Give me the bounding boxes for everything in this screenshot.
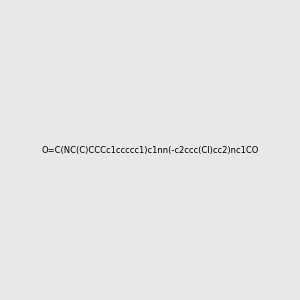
Text: O=C(NC(C)CCCc1ccccc1)c1nn(-c2ccc(Cl)cc2)nc1CO: O=C(NC(C)CCCc1ccccc1)c1nn(-c2ccc(Cl)cc2)… <box>41 146 259 154</box>
